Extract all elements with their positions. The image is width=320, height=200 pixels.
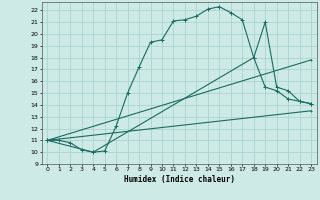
X-axis label: Humidex (Indice chaleur): Humidex (Indice chaleur) (124, 175, 235, 184)
